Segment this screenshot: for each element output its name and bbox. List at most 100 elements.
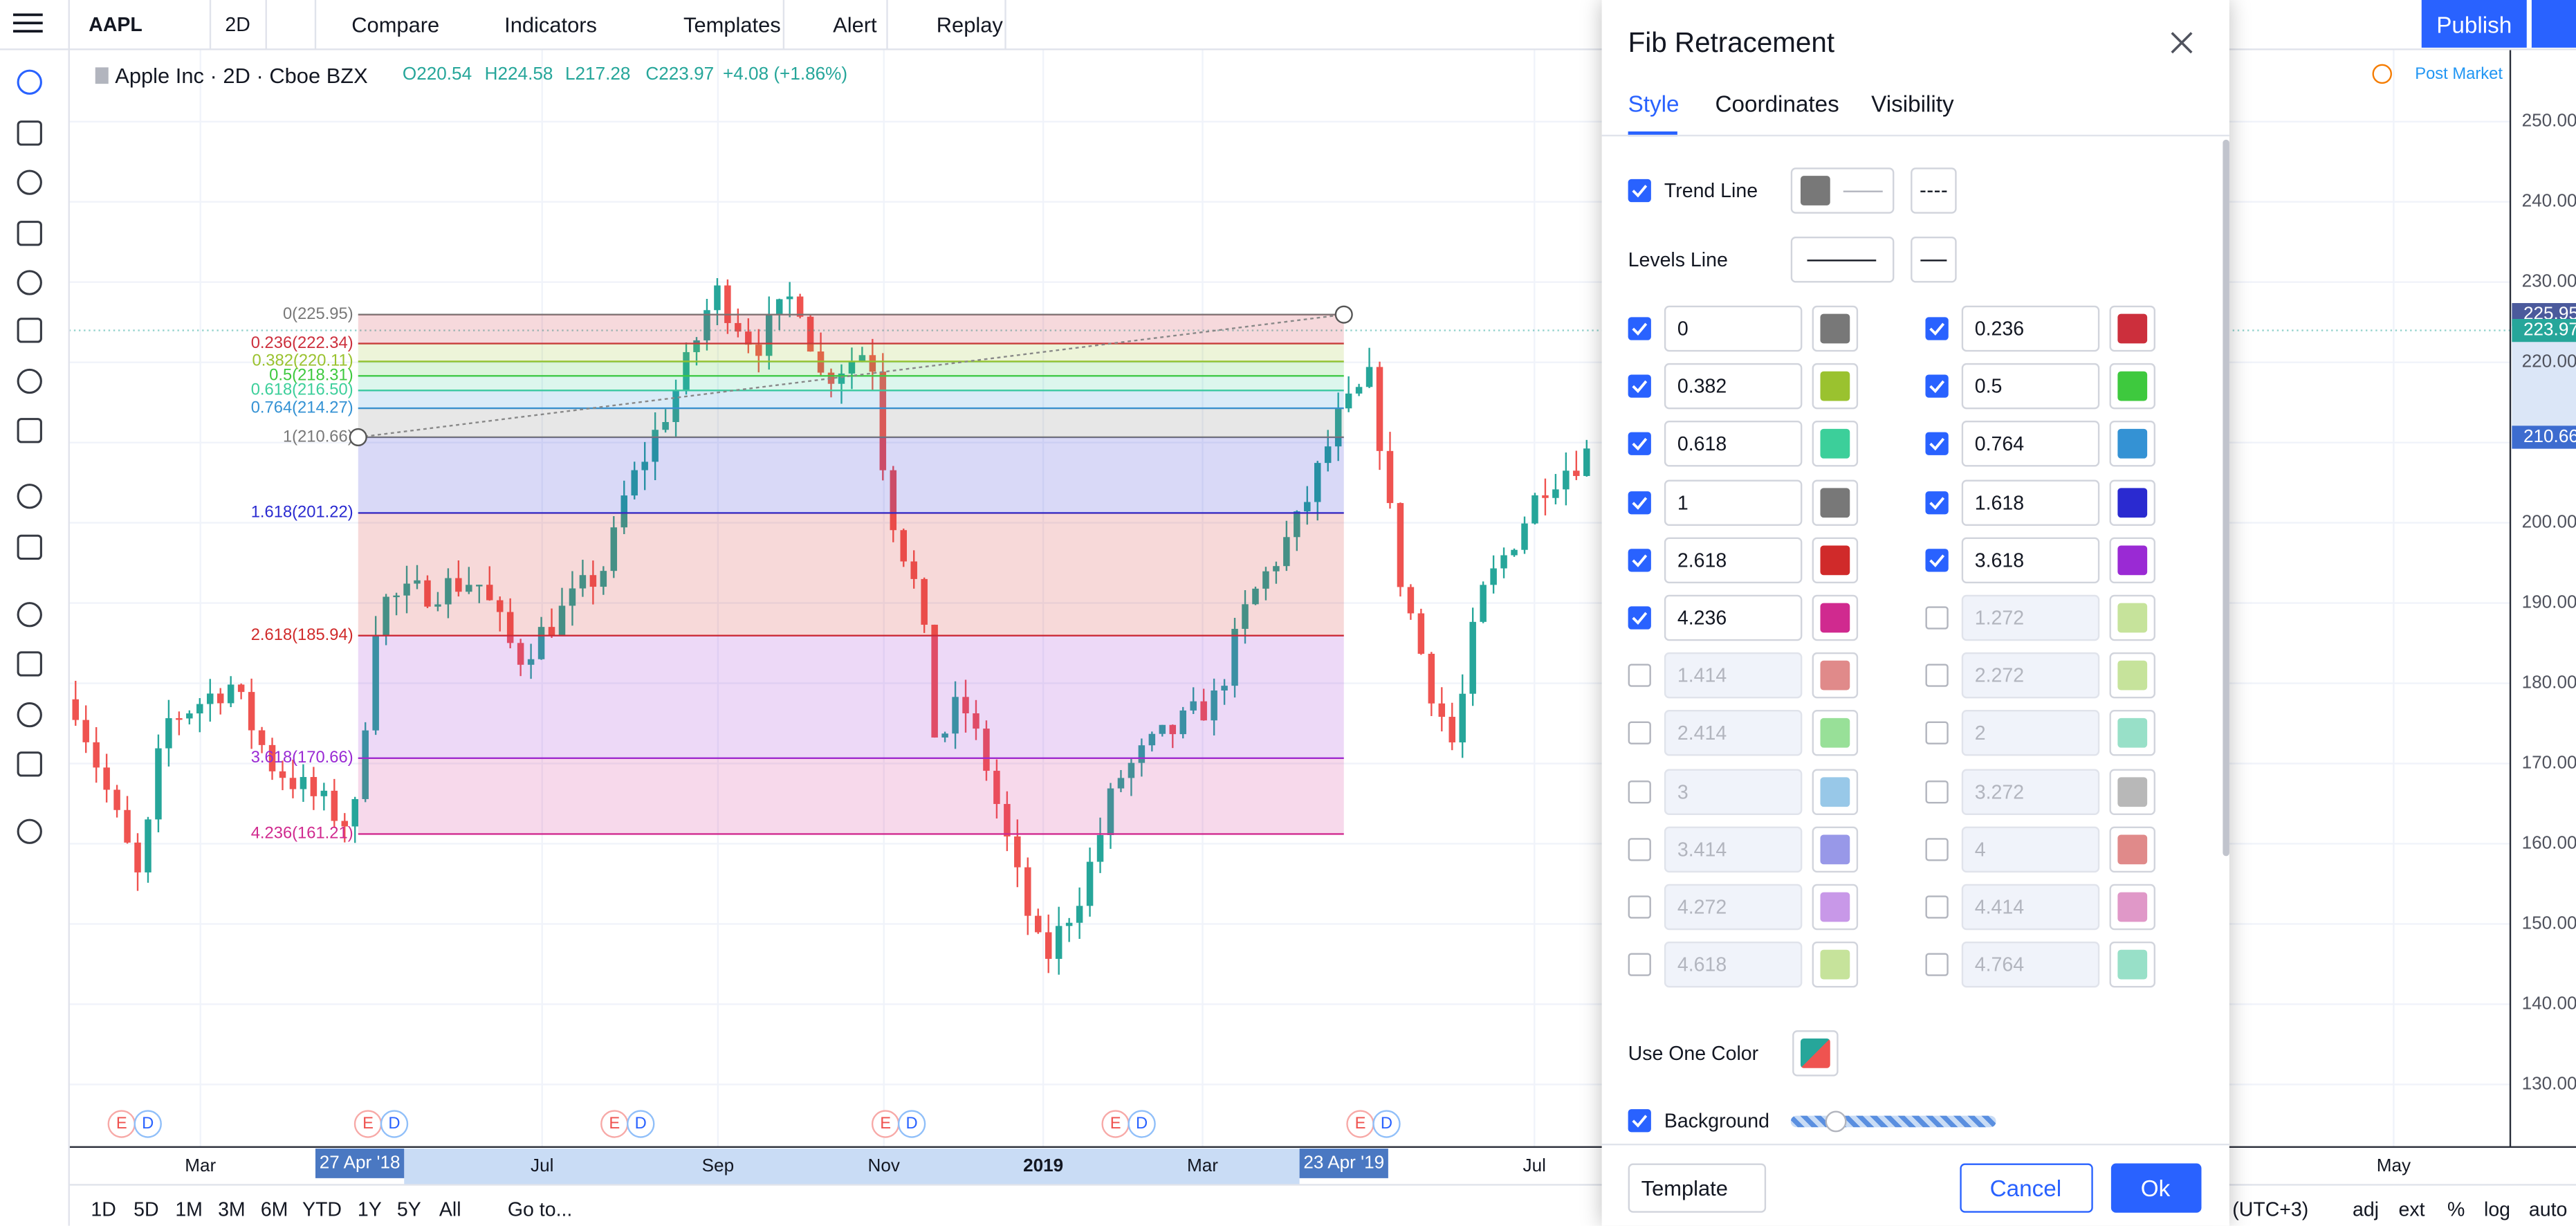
dialog-tab[interactable]: Visibility: [1871, 90, 1954, 117]
level-input[interactable]: [1664, 652, 1803, 699]
tool-icon[interactable]: [17, 170, 42, 195]
line-style-button[interactable]: [1790, 167, 1895, 214]
level-input[interactable]: [1961, 421, 2100, 468]
scale-option[interactable]: auto: [2528, 1198, 2568, 1221]
tool-icon[interactable]: [17, 651, 42, 677]
ok-label[interactable]: Ok: [2140, 1175, 2171, 1202]
line-style-button[interactable]: [1790, 237, 1895, 283]
scale-option[interactable]: %: [2447, 1198, 2465, 1221]
anchor-handle[interactable]: [349, 428, 367, 447]
checkbox[interactable]: [1628, 317, 1651, 340]
close-button[interactable]: [2170, 31, 2193, 54]
range-button[interactable]: 1D: [91, 1198, 116, 1221]
template-label[interactable]: Template: [1641, 1175, 1728, 1200]
checkbox[interactable]: [1925, 548, 1949, 572]
extra-button[interactable]: [2530, 0, 2576, 48]
level-input[interactable]: [1664, 768, 1803, 815]
publish-label[interactable]: Publish: [2436, 11, 2512, 38]
tool-icon[interactable]: [17, 534, 42, 560]
toolbar-button[interactable]: Alert: [833, 12, 877, 37]
checkbox[interactable]: [1628, 374, 1651, 399]
anchor-handle[interactable]: [1334, 305, 1353, 324]
color-button[interactable]: [1812, 710, 1859, 757]
checkbox[interactable]: [1925, 722, 1949, 745]
cancel-button[interactable]: [1960, 1163, 2093, 1213]
toolbar-button[interactable]: Indicators: [504, 12, 598, 37]
interval[interactable]: 2D: [225, 13, 250, 37]
checkbox[interactable]: [1628, 491, 1651, 514]
width-button[interactable]: [1911, 237, 1957, 283]
range-button[interactable]: 1Y: [357, 1198, 382, 1221]
level-input[interactable]: [1664, 421, 1803, 468]
range-button[interactable]: 5Y: [396, 1198, 421, 1221]
toolbar-button[interactable]: Templates: [683, 12, 781, 37]
level-input[interactable]: [1664, 710, 1803, 757]
range-button[interactable]: All: [439, 1198, 461, 1221]
level-input[interactable]: [1664, 305, 1803, 352]
color-button[interactable]: [1792, 1030, 1839, 1077]
tool-icon[interactable]: [17, 602, 42, 628]
checkbox[interactable]: [1628, 837, 1651, 861]
toolbar-button[interactable]: Replay: [936, 12, 1003, 37]
checkbox[interactable]: [1628, 780, 1651, 803]
scale-option[interactable]: ext: [2398, 1198, 2425, 1221]
toolbar-button[interactable]: Compare: [351, 12, 440, 37]
goto-button[interactable]: Go to...: [507, 1198, 573, 1221]
slider-thumb[interactable]: [1825, 1110, 1847, 1133]
checkbox[interactable]: [1628, 664, 1651, 688]
dialog-tab[interactable]: Style: [1628, 90, 1680, 117]
level-input[interactable]: [1664, 884, 1803, 931]
level-input[interactable]: [1961, 884, 2100, 931]
level-input[interactable]: [1961, 479, 2100, 526]
level-input[interactable]: [1961, 363, 2100, 410]
tool-icon[interactable]: [17, 120, 42, 146]
checkbox[interactable]: [1925, 317, 1949, 340]
checkbox[interactable]: [1628, 1109, 1651, 1133]
dividend-marker[interactable]: [627, 1110, 655, 1138]
checkbox[interactable]: [1628, 548, 1651, 572]
range-button[interactable]: YTD: [302, 1198, 342, 1221]
checkbox[interactable]: [1925, 491, 1949, 514]
checkbox[interactable]: [1925, 374, 1949, 399]
dividend-marker[interactable]: [1128, 1110, 1156, 1138]
checkbox[interactable]: [1925, 953, 1949, 977]
tool-icon[interactable]: [17, 702, 42, 728]
range-button[interactable]: 1M: [175, 1198, 203, 1221]
checkbox[interactable]: [1925, 895, 1949, 919]
tool-icon[interactable]: [17, 270, 42, 295]
scale-option[interactable]: (UTC+3): [2232, 1198, 2309, 1221]
level-input[interactable]: [1664, 826, 1803, 872]
level-input[interactable]: [1664, 537, 1803, 583]
checkbox[interactable]: [1628, 895, 1651, 919]
checkbox[interactable]: [1628, 179, 1651, 203]
checkbox[interactable]: [1925, 837, 1949, 861]
template-button[interactable]: [1628, 1163, 1767, 1213]
ok-button[interactable]: [2110, 1163, 2202, 1213]
range-button[interactable]: 3M: [218, 1198, 246, 1221]
checkbox[interactable]: [1628, 953, 1651, 977]
level-input[interactable]: [1961, 826, 2100, 872]
tool-icon[interactable]: [17, 69, 42, 95]
checkbox[interactable]: [1925, 606, 1949, 630]
level-input[interactable]: [1961, 768, 2100, 815]
tool-icon[interactable]: [17, 318, 42, 343]
tool-icon[interactable]: [17, 418, 42, 443]
checkbox[interactable]: [1628, 606, 1651, 630]
level-input[interactable]: [1664, 479, 1803, 526]
range-button[interactable]: 5D: [134, 1198, 159, 1221]
range-button[interactable]: 6M: [260, 1198, 288, 1221]
level-input[interactable]: [1961, 710, 2100, 757]
level-input[interactable]: [1961, 942, 2100, 988]
checkbox[interactable]: [1925, 664, 1949, 688]
level-input[interactable]: [1664, 363, 1803, 410]
dash-button[interactable]: [1911, 167, 1957, 214]
dialog-tab[interactable]: Coordinates: [1715, 90, 1839, 117]
publish-button[interactable]: [2421, 0, 2527, 48]
checkbox[interactable]: [1628, 722, 1651, 745]
dividend-marker[interactable]: [1372, 1110, 1401, 1138]
level-input[interactable]: [1961, 652, 2100, 699]
cancel-label[interactable]: Cancel: [1989, 1175, 2062, 1202]
checkbox[interactable]: [1925, 432, 1949, 456]
symbol[interactable]: AAPL: [89, 13, 142, 37]
scale-option[interactable]: log: [2483, 1198, 2511, 1221]
